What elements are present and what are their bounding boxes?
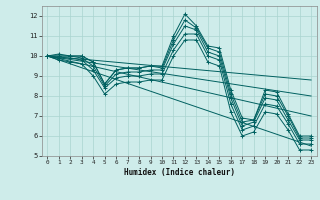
X-axis label: Humidex (Indice chaleur): Humidex (Indice chaleur) — [124, 168, 235, 177]
